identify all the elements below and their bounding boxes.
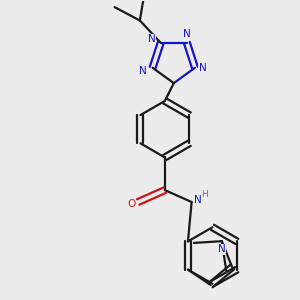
Text: N: N	[148, 34, 156, 44]
Text: H: H	[202, 190, 208, 199]
Text: O: O	[128, 200, 136, 209]
Text: N: N	[194, 195, 201, 205]
Text: N: N	[218, 244, 226, 254]
Text: N: N	[183, 29, 191, 40]
Text: N: N	[199, 63, 206, 73]
Text: N: N	[139, 66, 147, 76]
